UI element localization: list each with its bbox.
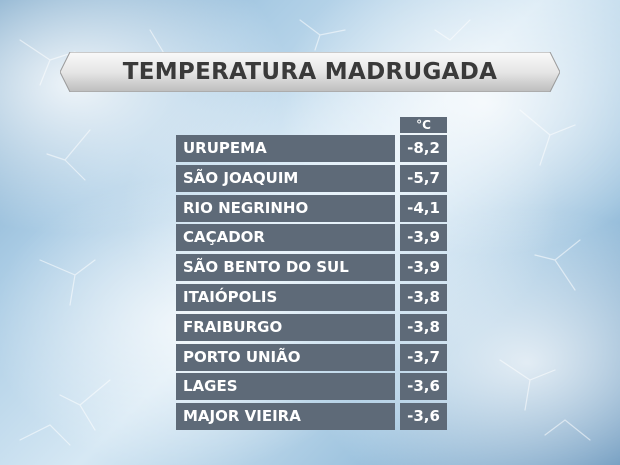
temperature-table: URUPEMA -8,2 SÃO JOAQUIM -5,7 RIO NEGRINHO -4… bbox=[176, 135, 448, 433]
table-row: URUPEMA -8,2 bbox=[176, 135, 448, 162]
temperature-value: -3,8 bbox=[400, 313, 447, 341]
temperature-value: -3,7 bbox=[400, 343, 447, 371]
city-name: LAGES bbox=[176, 373, 395, 401]
temperature-value: -3,8 bbox=[400, 283, 447, 311]
page-title: TEMPERATURA MADRUGADA bbox=[122, 59, 498, 85]
temperature-value: -4,1 bbox=[400, 194, 447, 222]
city-name: SÃO JOAQUIM bbox=[176, 164, 395, 192]
table-row: ITAIÓPOLIS -3,8 bbox=[176, 283, 448, 311]
table-row: MAJOR VIEIRA -3,6 bbox=[176, 403, 448, 431]
temperature-value: -3,9 bbox=[400, 224, 447, 252]
city-name: RIO NEGRINHO bbox=[176, 194, 395, 222]
temperature-value: -8,2 bbox=[400, 135, 447, 162]
table-row: SÃO BENTO DO SUL -3,9 bbox=[176, 254, 448, 282]
unit-header: °C bbox=[400, 117, 447, 133]
city-name: URUPEMA bbox=[176, 135, 395, 162]
temperature-value: -3,6 bbox=[400, 373, 447, 401]
table-row: LAGES -3,6 bbox=[176, 373, 448, 401]
table-row: RIO NEGRINHO -4,1 bbox=[176, 194, 448, 222]
table-row: SÃO JOAQUIM -5,7 bbox=[176, 164, 448, 192]
temperature-value: -3,9 bbox=[400, 254, 447, 282]
city-name: CAÇADOR bbox=[176, 224, 395, 252]
temperature-value: -3,6 bbox=[400, 403, 447, 431]
temperature-value: -5,7 bbox=[400, 164, 447, 192]
city-name: PORTO UNIÃO bbox=[176, 343, 395, 371]
table-row: CAÇADOR -3,9 bbox=[176, 224, 448, 252]
city-name: ITAIÓPOLIS bbox=[176, 283, 395, 311]
table-row: FRAIBURGO -3,8 bbox=[176, 313, 448, 341]
city-name: FRAIBURGO bbox=[176, 313, 395, 341]
title-banner: TEMPERATURA MADRUGADA bbox=[60, 52, 560, 92]
city-name: MAJOR VIEIRA bbox=[176, 403, 395, 431]
city-name: SÃO BENTO DO SUL bbox=[176, 254, 395, 282]
table-row: PORTO UNIÃO -3,7 bbox=[176, 343, 448, 371]
